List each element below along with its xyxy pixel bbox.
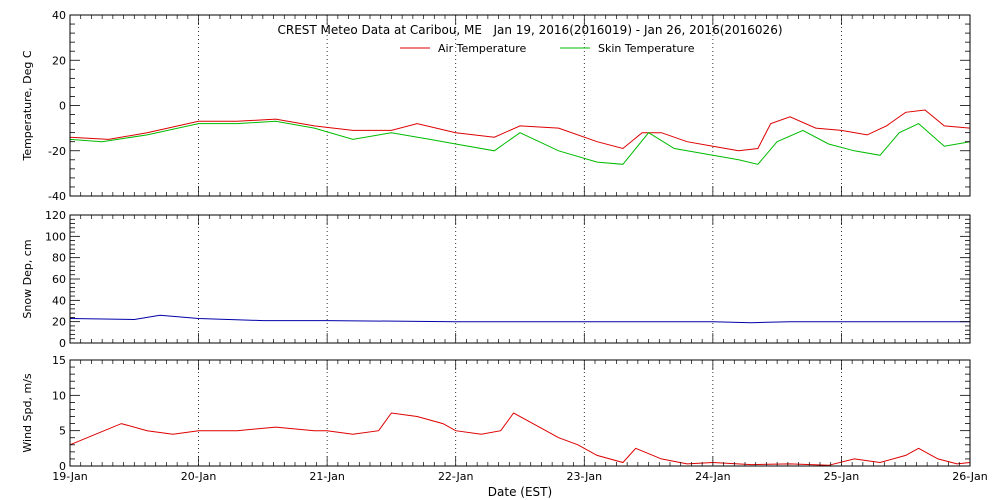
- series-layer: [69, 109, 971, 466]
- y-tick-label: 0: [59, 460, 66, 473]
- y-tick-label: 40: [52, 9, 66, 22]
- x-axis-label: Date (EST): [488, 485, 552, 499]
- y-tick-label: -40: [48, 190, 66, 203]
- y-tick-label: 10: [52, 389, 66, 402]
- y-tick-label: -20: [48, 145, 66, 158]
- y-tick-label: 20: [52, 54, 66, 67]
- y-tick-label: 0: [59, 337, 66, 350]
- y-tick-label: 0: [59, 100, 66, 113]
- series-line-panel1-0: [69, 314, 970, 324]
- y-tick-label: 5: [59, 425, 66, 438]
- x-tick-label: 26-Jan: [952, 470, 988, 483]
- y-tick-label: 120: [45, 209, 66, 222]
- frames-layer: [69, 14, 971, 467]
- x-tick-label: 19-Jan: [52, 470, 88, 483]
- series-line-panel2-0: [69, 412, 971, 466]
- y-tick-label: 100: [45, 230, 66, 243]
- series-line-panel0-1: [69, 120, 971, 165]
- legend-entry: Skin Temperature: [598, 42, 695, 55]
- x-tick-label: 25-Jan: [824, 470, 860, 483]
- chart-title: CREST Meteo Data at Caribou, ME Jan 19, …: [277, 23, 782, 37]
- x-tick-label: 20-Jan: [181, 470, 217, 483]
- x-tick-label: 21-Jan: [309, 470, 345, 483]
- y-axis-label: Temperature, Deg C: [21, 50, 34, 161]
- y-tick-label: 20: [52, 316, 66, 329]
- x-tick-label: 24-Jan: [695, 470, 731, 483]
- text-layer: CREST Meteo Data at Caribou, ME Jan 19, …: [21, 9, 988, 499]
- series-line-panel0-0: [69, 109, 971, 152]
- y-tick-label: 60: [52, 273, 66, 286]
- x-tick-label: 23-Jan: [567, 470, 603, 483]
- y-tick-label: 80: [52, 252, 66, 265]
- y-axis-label: Snow Dep, cm: [21, 239, 34, 318]
- y-tick-label: 15: [52, 354, 66, 367]
- legend-entry: Air Temperature: [438, 42, 527, 55]
- x-tick-label: 22-Jan: [438, 470, 474, 483]
- y-axis-label: Wind Spd, m/s: [21, 373, 34, 453]
- y-tick-label: 40: [52, 294, 66, 307]
